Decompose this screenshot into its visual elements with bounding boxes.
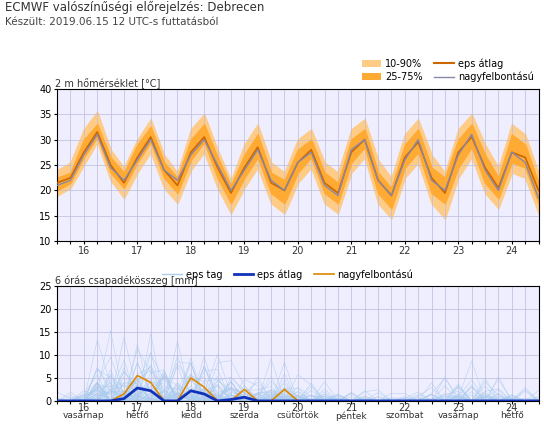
Legend: eps tag, eps átlag, nagyfelbontású: eps tag, eps átlag, nagyfelbontású <box>162 269 413 280</box>
Text: vasárnap: vasárnap <box>63 411 104 420</box>
Text: 18: 18 <box>185 403 197 413</box>
Text: 2 m hőmérséklet [°C]: 2 m hőmérséklet [°C] <box>55 78 160 89</box>
Text: péntek: péntek <box>336 411 367 420</box>
Text: hétfő: hétfő <box>500 411 524 420</box>
Legend: 10-90%, 25-75%, eps átlag, nagyfelbontású: 10-90%, 25-75%, eps átlag, nagyfelbontás… <box>362 58 534 82</box>
Text: 16: 16 <box>78 245 90 256</box>
Text: 24: 24 <box>505 245 518 256</box>
Text: Készült: 2019.06.15 12 UTC-s futtatásból: Készült: 2019.06.15 12 UTC-s futtatásból <box>5 17 219 27</box>
Text: 19: 19 <box>238 245 250 256</box>
Text: 22: 22 <box>399 245 411 256</box>
Text: 23: 23 <box>452 245 465 256</box>
Text: 24: 24 <box>505 403 518 413</box>
Text: 19: 19 <box>238 403 250 413</box>
Text: 20: 20 <box>292 403 304 413</box>
Text: vasárnap: vasárnap <box>437 411 479 420</box>
Text: szombat: szombat <box>386 411 424 420</box>
Text: 22: 22 <box>399 403 411 413</box>
Text: hétfő: hétfő <box>126 411 149 420</box>
Text: 23: 23 <box>452 403 465 413</box>
Text: 21: 21 <box>345 403 357 413</box>
Text: ECMWF valószínűségi előrejelzés: Debrecen: ECMWF valószínűségi előrejelzés: Debrece… <box>5 1 265 14</box>
Text: szerda: szerda <box>230 411 259 420</box>
Text: 17: 17 <box>131 245 144 256</box>
Text: 6 órás csapadékösszeg [mm]: 6 órás csapadékösszeg [mm] <box>55 275 197 286</box>
Text: kedd: kedd <box>180 411 202 420</box>
Text: 18: 18 <box>185 245 197 256</box>
Text: 17: 17 <box>131 403 144 413</box>
Text: 20: 20 <box>292 245 304 256</box>
Text: 16: 16 <box>78 403 90 413</box>
Text: 21: 21 <box>345 245 357 256</box>
Text: csütörtök: csütörtök <box>276 411 319 420</box>
